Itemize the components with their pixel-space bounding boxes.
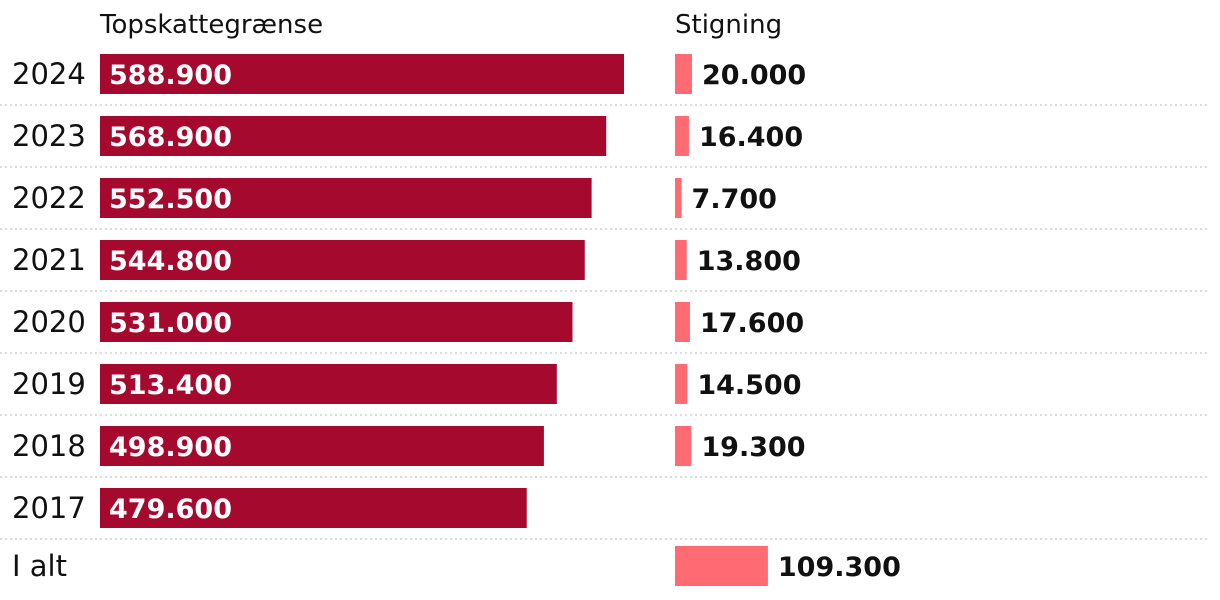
threshold-value-label: 531.000 — [109, 308, 232, 339]
threshold-bar — [100, 364, 557, 404]
threshold-value-label: 588.900 — [109, 60, 232, 91]
threshold-value-label: 544.800 — [109, 246, 232, 277]
year-label: 2020 — [12, 305, 86, 339]
increase-bar — [675, 116, 689, 156]
threshold-value-label: 552.500 — [109, 184, 232, 215]
threshold-value-label: 568.900 — [109, 122, 232, 153]
left-column-header: Topskattegrænse — [99, 10, 323, 40]
year-label: 2019 — [12, 367, 86, 401]
increase-value-label: 13.800 — [697, 246, 801, 277]
increase-bar — [675, 178, 682, 218]
increase-value-label: 16.400 — [699, 122, 803, 153]
threshold-value-label: 513.400 — [109, 370, 232, 401]
increase-value-label: 19.300 — [701, 432, 805, 463]
total-increase-bar — [675, 546, 768, 586]
year-label: 2017 — [12, 491, 86, 525]
threshold-bar — [100, 488, 527, 528]
year-label: 2018 — [12, 429, 86, 463]
year-label: 2023 — [12, 119, 86, 153]
increase-bar — [675, 54, 692, 94]
threshold-bar — [100, 116, 607, 156]
year-label: 2024 — [12, 57, 86, 91]
threshold-bar — [100, 54, 624, 94]
total-increase-value-label: 109.300 — [778, 552, 901, 583]
threshold-value-label: 479.600 — [109, 494, 232, 525]
threshold-bar — [100, 178, 592, 218]
increase-bar — [675, 364, 688, 404]
threshold-bar — [100, 302, 573, 342]
year-label: 2022 — [12, 181, 86, 215]
increase-value-label: 20.000 — [702, 60, 806, 91]
increase-value-label: 14.500 — [697, 370, 801, 401]
threshold-bar — [100, 426, 544, 466]
total-label: I alt — [12, 549, 67, 583]
increase-bar — [675, 426, 692, 466]
increase-bar — [675, 302, 690, 342]
right-column-header: Stigning — [675, 10, 782, 40]
threshold-value-label: 498.900 — [109, 432, 232, 463]
increase-bar — [675, 240, 687, 280]
threshold-bar — [100, 240, 585, 280]
year-label: 2021 — [12, 243, 86, 277]
increase-value-label: 7.700 — [692, 184, 777, 215]
increase-value-label: 17.600 — [700, 308, 804, 339]
